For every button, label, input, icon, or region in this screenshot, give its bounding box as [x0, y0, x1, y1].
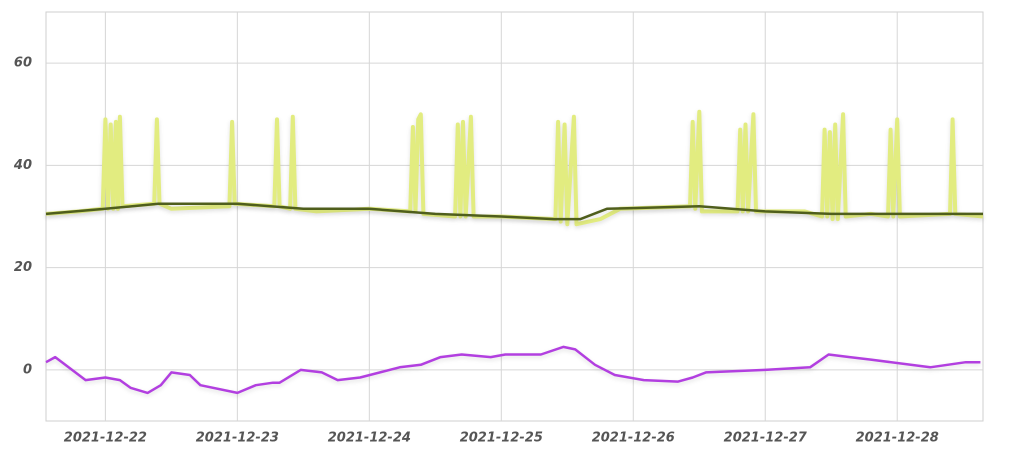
data-line [45, 345, 981, 395]
x-tick-label: 2021-12-22 [64, 431, 147, 446]
x-tick-label: 2021-12-24 [328, 431, 411, 446]
y-tick-label: 40 [13, 158, 32, 173]
x-tick-label: 2021-12-28 [856, 431, 939, 446]
y-tick-label: 20 [14, 260, 32, 275]
x-tick-label: 2021-12-27 [724, 431, 808, 446]
x-tick-label: 2021-12-23 [196, 431, 279, 446]
y-tick-label: 60 [14, 56, 32, 71]
y-tick-label: 0 [23, 362, 32, 377]
data-line [45, 202, 983, 221]
data-line [45, 109, 984, 227]
x-tick-label: 2021-12-26 [592, 431, 675, 446]
x-tick-label: 2021-12-25 [460, 431, 543, 446]
